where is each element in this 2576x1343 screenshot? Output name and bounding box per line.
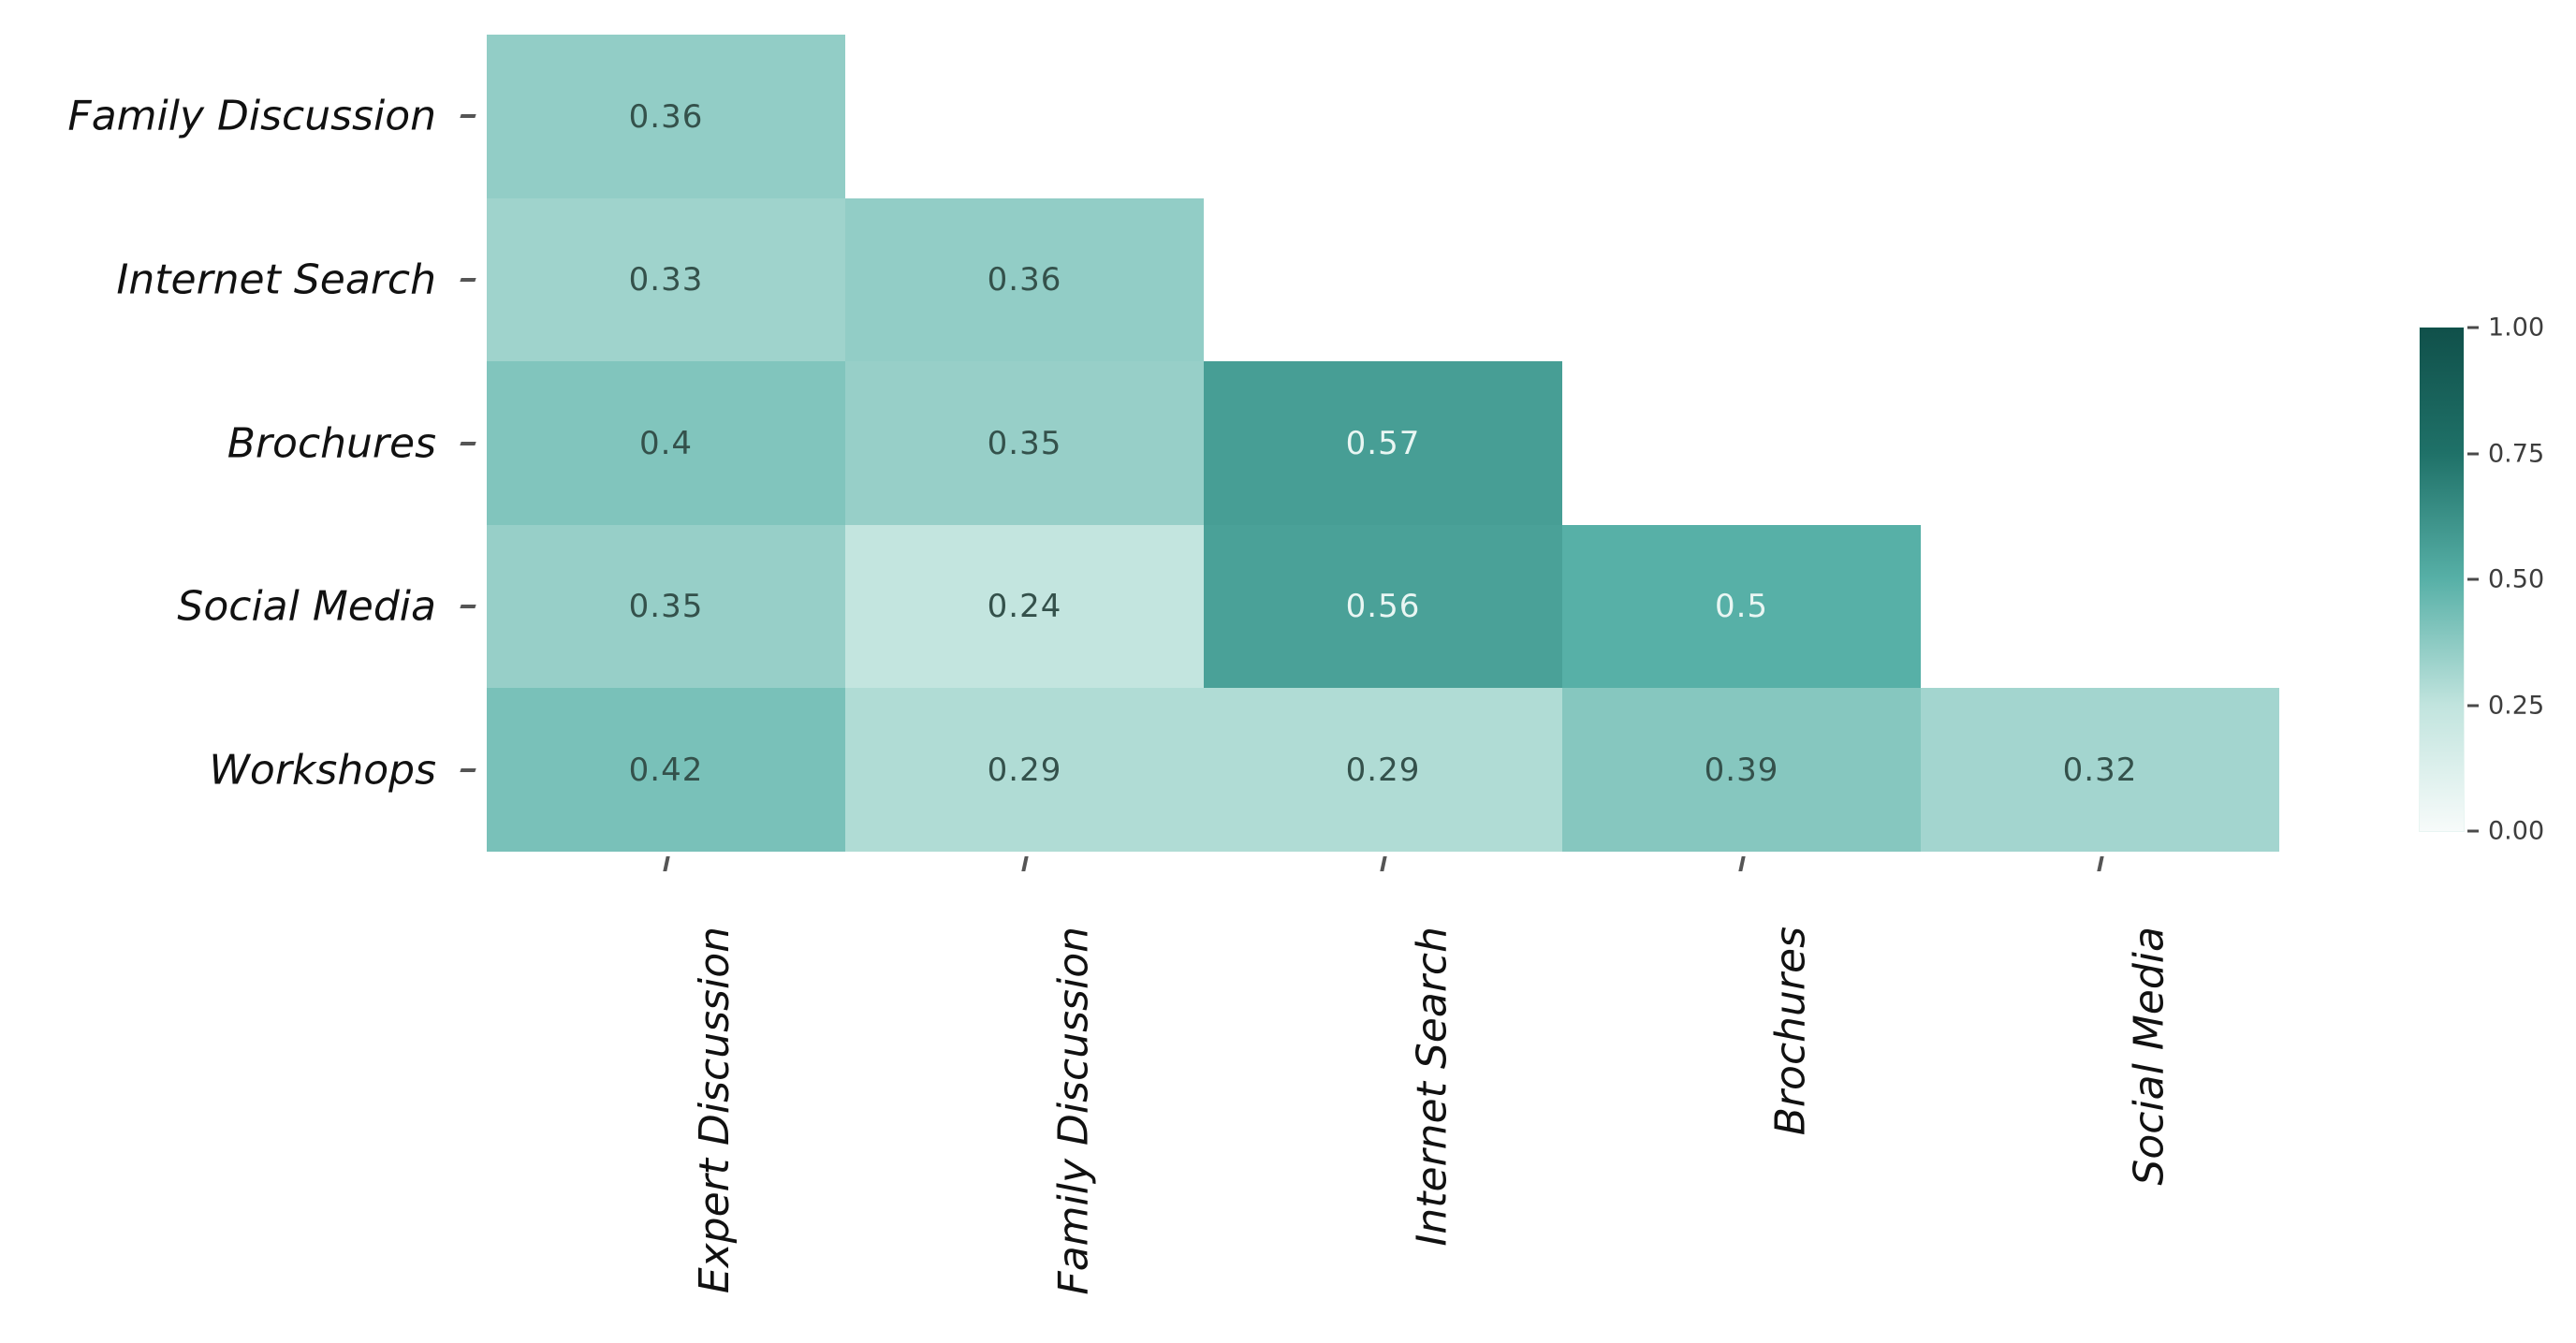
- colorbar-tick: [2467, 452, 2479, 455]
- heatmap-cell: 0.36: [487, 35, 845, 199]
- y-axis-label: Family Discussion: [67, 92, 436, 140]
- heatmap-cell-value: 0.36: [987, 261, 1062, 299]
- heatmap-cell: 0.57: [1204, 361, 1562, 526]
- heatmap-cell-value: 0.29: [1345, 751, 1421, 789]
- heatmap-cell: 0.29: [845, 688, 1204, 853]
- x-axis-label: Family Discussion: [1049, 927, 1098, 1295]
- heatmap-cell-value: 0.5: [1714, 588, 1769, 626]
- colorbar-tick: [2467, 704, 2479, 707]
- heatmap-cell: 0.5: [1562, 524, 1921, 689]
- heatmap-cell: 0.4: [487, 361, 845, 526]
- heatmap-cell-value: 0.35: [987, 424, 1062, 462]
- colorbar-tick: [2467, 326, 2479, 329]
- heatmap-cell-value: 0.4: [638, 424, 694, 462]
- heatmap-cell: 0.42: [487, 688, 845, 853]
- colorbar-gradient: [2420, 328, 2464, 831]
- y-axis-label: Brochures: [227, 419, 436, 467]
- x-axis-label: Brochures: [1766, 927, 1815, 1136]
- heatmap-cell: 0.29: [1204, 688, 1562, 853]
- heatmap-cell-value: 0.39: [1704, 751, 1779, 789]
- heatmap-cell: 0.39: [1562, 688, 1921, 853]
- x-axis-label: Internet Search: [1408, 927, 1456, 1247]
- x-tick: [662, 856, 670, 871]
- heatmap-cell: 0.36: [845, 197, 1204, 362]
- y-axis-label: Internet Search: [116, 255, 436, 304]
- colorbar-tick-label: 0.00: [2488, 816, 2545, 846]
- heatmap-cell-value: 0.24: [987, 588, 1062, 626]
- heatmap-cell-value: 0.57: [1345, 424, 1421, 462]
- y-axis-label: Social Media: [177, 582, 436, 631]
- y-tick: [460, 441, 476, 445]
- heatmap-cell: 0.24: [845, 524, 1204, 689]
- x-tick: [1379, 856, 1387, 871]
- colorbar-tick: [2467, 577, 2479, 581]
- y-tick: [460, 767, 476, 772]
- heatmap-cell: 0.32: [1921, 688, 2279, 853]
- heatmap-cell-value: 0.32: [2062, 751, 2138, 789]
- colorbar-tick-label: 0.25: [2488, 691, 2545, 720]
- y-axis-label: Workshops: [209, 746, 436, 795]
- x-tick: [1020, 856, 1029, 871]
- heatmap-cell: 0.56: [1204, 524, 1562, 689]
- heatmap-cell: 0.35: [845, 361, 1204, 526]
- colorbar-tick-label: 1.00: [2488, 313, 2545, 343]
- colorbar-tick-label: 0.50: [2488, 564, 2545, 594]
- heatmap-cell-value: 0.36: [628, 97, 704, 136]
- x-axis-label: Social Media: [2125, 927, 2174, 1186]
- y-tick: [460, 277, 476, 282]
- heatmap-cell-value: 0.42: [628, 751, 704, 789]
- heatmap-cell: 0.33: [487, 197, 845, 362]
- heatmap-cell: 0.35: [487, 524, 845, 689]
- y-tick: [460, 605, 476, 609]
- heatmap-cell-value: 0.35: [628, 588, 704, 626]
- y-tick: [460, 114, 476, 119]
- heatmap-cell-value: 0.29: [987, 751, 1062, 789]
- heatmap-cell-value: 0.33: [628, 261, 704, 299]
- heatmap-cell-value: 0.56: [1345, 588, 1421, 626]
- x-tick: [1737, 856, 1746, 871]
- colorbar-tick-label: 0.75: [2488, 439, 2545, 468]
- x-axis-label: Expert Discussion: [691, 927, 739, 1294]
- colorbar-tick: [2467, 829, 2479, 833]
- x-tick: [2096, 856, 2104, 871]
